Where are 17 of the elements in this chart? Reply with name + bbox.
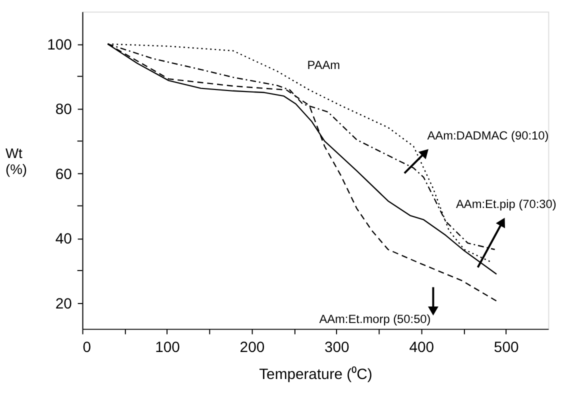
annotation: PAAm <box>307 58 340 72</box>
y-tick-label: 100 <box>47 37 72 54</box>
annotation: AAm:Et.morp (50:50) <box>319 312 431 326</box>
x-tick-label: 200 <box>240 340 265 356</box>
y-axis-title: Wt (%) <box>5 145 28 178</box>
x-tick-label: 0 <box>82 340 92 356</box>
annotation: AAm:Et.pip (70:30) <box>456 196 556 211</box>
x-tick-label: 100 <box>155 340 180 356</box>
y-tick-label: 80 <box>55 102 72 118</box>
y-tick-label: 60 <box>55 166 72 183</box>
y-tick-label: 20 <box>55 296 72 312</box>
annotation: AAm:DADMAC (90:10) <box>427 128 549 142</box>
x-tick-label: 400 <box>409 340 434 356</box>
x-axis-title: Temperature (⁰C) <box>259 366 372 383</box>
x-tick-label: 300 <box>324 340 350 356</box>
x-tick-label: 500 <box>494 340 519 356</box>
y-tick-label: 40 <box>55 232 72 248</box>
